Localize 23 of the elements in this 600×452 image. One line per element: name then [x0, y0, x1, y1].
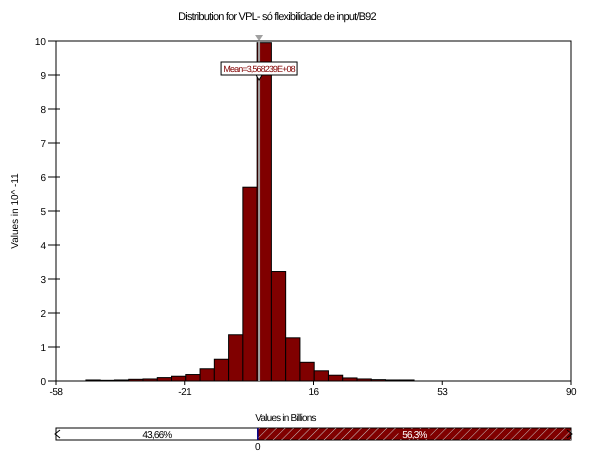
data-label: 43,66%: [142, 430, 172, 441]
annotation: Mean=3,568239E+08: [223, 64, 296, 74]
y-tick-label: 2: [40, 309, 46, 320]
y-tick-label: 6: [40, 173, 46, 184]
chart-title: Distribution for VPL- só flexibilidade de input/B92: [178, 11, 377, 23]
y-tick-label: 3: [40, 275, 46, 286]
y-tick-label: 9: [40, 71, 46, 82]
x-axis-title: Values in Billions: [255, 413, 317, 424]
y-tick-label: 1: [40, 343, 46, 354]
text: 0: [255, 442, 262, 452]
x-tick-label: 16: [308, 387, 320, 398]
x-tick-label: 53: [437, 387, 448, 398]
y-tick-label: 7: [40, 139, 46, 150]
y-tick-label: 5: [40, 207, 46, 218]
y-tick-label: 10: [34, 37, 46, 48]
data-label: 56,3%: [402, 430, 428, 441]
y-tick-label: 4: [40, 241, 46, 252]
y-tick-label: 8: [40, 105, 46, 116]
y-axis-title: Values in 10^ -11: [10, 172, 21, 249]
x-tick-label: -21: [178, 387, 192, 398]
y-tick-label: 0: [40, 377, 46, 388]
x-tick-label: -58: [50, 387, 64, 398]
x-tick-label: 90: [566, 387, 577, 398]
